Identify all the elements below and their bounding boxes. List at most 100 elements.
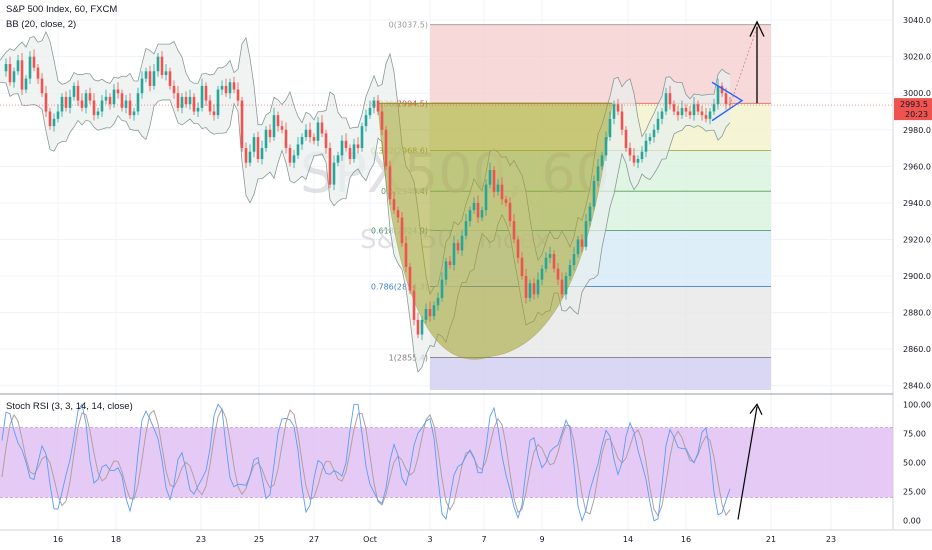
- candle-body: [216, 89, 220, 116]
- candle-body: [488, 169, 492, 185]
- candle-body: [588, 206, 592, 222]
- price-tick-label: 3020.0: [903, 53, 931, 62]
- price-tick-label: 2880.0: [903, 309, 931, 318]
- candle-body: [264, 129, 268, 149]
- bollinger-legend: BB (20, close, 2): [6, 19, 77, 30]
- candle-body: [384, 129, 388, 167]
- candle-body: [24, 78, 28, 90]
- time-tick-label: 21: [766, 535, 776, 544]
- candle-body: [200, 85, 204, 108]
- symbol-title: S&P 500 Index, 60, FXCM: [6, 4, 118, 15]
- candle-body: [456, 243, 460, 251]
- candle-body: [592, 180, 596, 207]
- candle-body: [312, 137, 316, 141]
- candle-body: [400, 217, 404, 244]
- stoch-rsi-tick-label: 75.00: [903, 429, 926, 438]
- candle-body: [176, 93, 180, 108]
- candle-body: [300, 137, 304, 145]
- time-tick-label: 18: [111, 535, 121, 544]
- candle-body: [292, 155, 296, 163]
- candle-body: [80, 100, 84, 108]
- candle-body: [240, 100, 244, 149]
- candle-body: [560, 279, 564, 295]
- cup-pattern: [377, 102, 613, 360]
- price-tick-label: 3000.0: [903, 89, 931, 98]
- candle-body: [692, 104, 696, 116]
- candle-body: [256, 137, 260, 160]
- triangle-pattern: [711, 81, 744, 122]
- candle-body: [156, 56, 160, 72]
- candle-body: [620, 111, 624, 130]
- stoch-rsi-k: [1, 403, 731, 523]
- candle-body: [548, 254, 552, 258]
- candle-body: [40, 78, 44, 94]
- candle-body: [660, 111, 664, 119]
- candle-body: [336, 155, 340, 163]
- candle-body: [428, 308, 432, 317]
- candle-body: [148, 71, 152, 86]
- candle-body: [68, 96, 72, 108]
- candle-body: [84, 93, 88, 108]
- candle-body: [372, 100, 376, 108]
- candle-body: [432, 305, 436, 317]
- candle-body: [676, 111, 680, 116]
- candle-body: [160, 56, 164, 75]
- bollinger-lower: [0, 81, 731, 373]
- candle-body: [236, 89, 240, 101]
- candle-body: [532, 283, 536, 295]
- time-tick-label: 16: [681, 535, 691, 544]
- candle-body: [56, 111, 60, 119]
- price-tick-label: 2940.0: [903, 199, 931, 208]
- candle-body: [708, 111, 712, 119]
- candle-body: [492, 169, 496, 192]
- countdown-label: 20:23: [905, 110, 928, 119]
- candle-body: [564, 276, 568, 295]
- candle-body: [188, 96, 192, 105]
- time-tick-label: 23: [196, 535, 206, 544]
- candle-body: [392, 199, 396, 211]
- candle-body: [632, 155, 636, 163]
- candle-body: [368, 107, 372, 116]
- candle-body: [88, 93, 92, 101]
- price-tick-label: 2980.0: [903, 126, 931, 135]
- candle-body: [276, 115, 280, 127]
- candle-body: [52, 118, 56, 127]
- candle-body: [396, 210, 400, 218]
- stoch-rsi-band: [0, 427, 893, 498]
- fib-level-label: 0.786(2894.3): [371, 282, 428, 291]
- candle-body: [116, 89, 120, 94]
- time-tick-label: Oct: [363, 535, 377, 544]
- candle-body: [16, 60, 20, 72]
- candle-body: [656, 118, 660, 130]
- candle-body: [644, 140, 648, 152]
- candle-body: [724, 93, 728, 105]
- time-tick-label: 16: [53, 535, 63, 544]
- candle-body: [128, 100, 132, 116]
- candle-body: [184, 96, 188, 105]
- candle-body: [544, 257, 548, 269]
- candle-body: [356, 144, 360, 149]
- time-tick-label: 3: [427, 535, 432, 544]
- candle-body: [668, 93, 672, 105]
- candle-body: [520, 257, 524, 277]
- candle-body: [528, 283, 532, 298]
- candle-body: [380, 111, 384, 130]
- candle-body: [268, 129, 272, 138]
- projection-line: [729, 27, 758, 106]
- candle-body: [444, 261, 448, 280]
- candle-body: [596, 166, 600, 181]
- candle-body: [172, 85, 176, 94]
- candle-body: [508, 202, 512, 222]
- candle-body: [524, 276, 528, 298]
- fib-zone: [430, 24, 771, 104]
- stoch-arrow-shaft: [737, 406, 758, 520]
- candle-body: [448, 261, 452, 266]
- candle-body: [44, 93, 48, 112]
- candle-body: [688, 111, 692, 116]
- candle-body: [640, 151, 644, 160]
- candle-body: [404, 243, 408, 267]
- candle-body: [92, 100, 96, 116]
- candle-body: [624, 129, 628, 149]
- candle-body: [684, 107, 688, 112]
